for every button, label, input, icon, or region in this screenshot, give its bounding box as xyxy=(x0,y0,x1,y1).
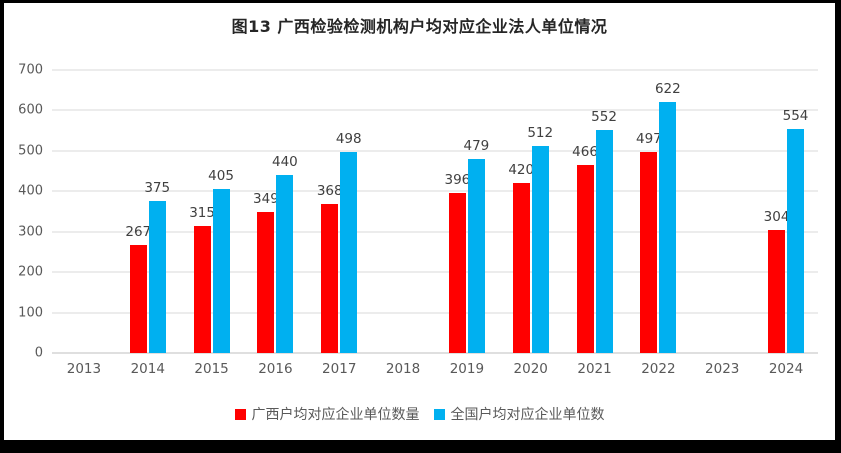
legend-label-guangxi: 广西户均对应企业单位数量 xyxy=(251,407,420,423)
x-tick-label-2024: 2024 xyxy=(768,361,804,377)
value-label-2020-guangxi: 420 xyxy=(508,162,535,179)
value-label-2021-national: 552 xyxy=(591,108,617,125)
x-tick-label-2018: 2018 xyxy=(385,361,421,377)
value-label-2016-national: 440 xyxy=(272,154,298,171)
bar-group-2016: 349 440 xyxy=(243,70,307,353)
bar-group-2020: 420 512 xyxy=(499,70,563,353)
gridline-700 xyxy=(52,69,818,71)
legend-swatch-red xyxy=(234,408,246,420)
bar-groups: 267 375 315 405 349 440 368 498 396 479 420 512 466 5… xyxy=(52,70,818,353)
value-label-2024-national: 554 xyxy=(782,108,809,125)
bar-2020-national xyxy=(531,146,549,353)
x-tick-label-2014: 2014 xyxy=(130,361,165,377)
x-tick-label-2017: 2017 xyxy=(322,361,357,377)
bar-2022-national xyxy=(659,101,677,353)
value-label-2024-guangxi: 304 xyxy=(763,209,790,226)
chart-canvas: 图13 广西检验检测机构户均对应企业法人单位情况 0 100 200 300 400 50… xyxy=(4,3,835,440)
chart-title: 图13 广西检验检测机构户均对应企业法人单位情况 xyxy=(231,17,608,36)
gridline-500 xyxy=(52,150,818,152)
bar-2014-guangxi xyxy=(129,245,147,353)
plot-area: 0 100 200 300 400 500 600 700 267 375 315 405 349 440… xyxy=(18,63,818,361)
x-tick-label-2023: 2023 xyxy=(705,361,740,377)
x-tick-label-2020: 2020 xyxy=(513,361,548,377)
bar-2015-national xyxy=(212,189,230,353)
y-tick-label-500: 500 xyxy=(18,143,43,159)
y-tick-label-0: 0 xyxy=(34,345,43,361)
bar-2014-national xyxy=(148,201,166,353)
bar-2024-guangxi xyxy=(768,230,786,353)
gridline-300 xyxy=(52,231,818,233)
y-tick-label-100: 100 xyxy=(18,305,43,321)
bar-group-2023 xyxy=(690,70,754,353)
bar-group-2015: 315 405 xyxy=(180,70,244,353)
legend-item-national: 全国户均对应企业单位数 xyxy=(433,404,605,424)
x-tick-label-2021: 2021 xyxy=(577,361,612,377)
gridline-100 xyxy=(52,312,818,314)
x-tick-label-2013: 2013 xyxy=(66,361,102,377)
bar-2016-national xyxy=(276,175,294,353)
legend-swatch-blue xyxy=(433,408,445,420)
bar-group-2014: 267 375 xyxy=(116,70,180,353)
gridline-200 xyxy=(52,271,818,273)
bar-group-2018 xyxy=(371,70,435,353)
value-label-2021-guangxi: 466 xyxy=(572,143,598,160)
gridline-600 xyxy=(52,109,818,111)
value-label-2014-national: 375 xyxy=(144,180,171,197)
value-label-2020-national: 512 xyxy=(527,125,554,142)
bar-group-2017: 368 498 xyxy=(307,70,371,353)
bar-2015-guangxi xyxy=(193,225,211,353)
legend-item-guangxi: 广西户均对应企业单位数量 xyxy=(234,404,420,424)
bar-2024-national xyxy=(787,129,805,353)
bar-group-2021: 466 552 xyxy=(563,70,627,353)
value-label-2019-national: 479 xyxy=(463,138,490,155)
value-label-2016-guangxi: 349 xyxy=(253,190,279,207)
value-label-2014-guangxi: 267 xyxy=(125,224,152,241)
x-axis: 2013 2014 2015 2016 2017 2018 2019 2020 2021 2022… xyxy=(52,361,818,377)
bar-2021-national xyxy=(595,129,613,353)
x-tick-label-2016: 2016 xyxy=(258,361,293,377)
bar-2019-national xyxy=(467,159,485,353)
bar-group-2013 xyxy=(52,70,116,353)
x-tick-label-2019: 2019 xyxy=(449,361,485,377)
y-tick-label-700: 700 xyxy=(18,62,43,78)
value-label-2019-guangxi: 396 xyxy=(444,171,471,188)
y-tick-label-300: 300 xyxy=(18,224,43,240)
bar-group-2024: 304 554 xyxy=(754,70,818,353)
legend: 广西户均对应企业单位数量 全国户均对应企业单位数 xyxy=(4,404,835,424)
x-tick-label-2015: 2015 xyxy=(194,361,229,377)
x-tick-label-2022: 2022 xyxy=(641,361,676,377)
legend-label-national: 全国户均对应企业单位数 xyxy=(450,407,605,423)
value-label-2015-guangxi: 315 xyxy=(189,204,215,221)
bar-2022-guangxi xyxy=(640,152,658,353)
value-label-2017-national: 498 xyxy=(335,130,362,147)
bar-2020-guangxi xyxy=(512,183,530,353)
bar-2017-guangxi xyxy=(321,204,339,353)
gridline-400 xyxy=(52,190,818,192)
y-tick-label-400: 400 xyxy=(18,183,43,199)
value-label-2017-guangxi: 368 xyxy=(316,183,343,200)
bar-2019-guangxi xyxy=(448,192,466,353)
y-tick-label-200: 200 xyxy=(18,264,43,280)
bar-2021-guangxi xyxy=(576,164,594,353)
value-label-2022-national: 622 xyxy=(654,80,681,97)
bar-2016-guangxi xyxy=(257,211,275,353)
value-label-2015-national: 405 xyxy=(208,168,234,185)
bar-group-2022: 497 622 xyxy=(626,70,690,353)
bar-group-2019: 396 479 xyxy=(435,70,499,353)
x-axis-line xyxy=(52,352,818,354)
value-label-2022-guangxi: 497 xyxy=(635,131,662,148)
bar-2017-national xyxy=(340,151,358,353)
y-tick-label-600: 600 xyxy=(18,102,43,118)
